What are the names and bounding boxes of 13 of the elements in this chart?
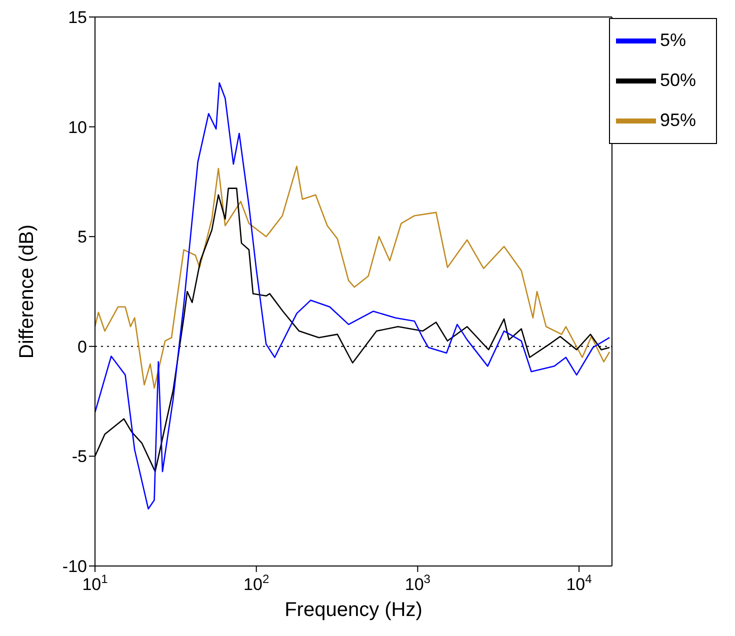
y-tick-label: 0 bbox=[78, 337, 87, 356]
y-tick-label: 10 bbox=[68, 118, 87, 137]
y-tick-label: -5 bbox=[72, 447, 87, 466]
legend-label: 5% bbox=[660, 30, 686, 50]
y-tick-label: 15 bbox=[68, 8, 87, 28]
y-axis-title: Difference (dB) bbox=[16, 224, 38, 359]
y-tick-label: 5 bbox=[78, 228, 87, 247]
x-tick-label: 10$^{4}$ bbox=[566, 572, 592, 594]
legend-label: 50% bbox=[660, 70, 696, 90]
legend-label: 95% bbox=[660, 110, 696, 130]
x-tick-label: 10$^{3}$ bbox=[404, 572, 431, 594]
x-tick-label: 10$^{2}$ bbox=[244, 572, 270, 594]
x-axis-title: Frequency (Hz) bbox=[284, 599, 422, 621]
